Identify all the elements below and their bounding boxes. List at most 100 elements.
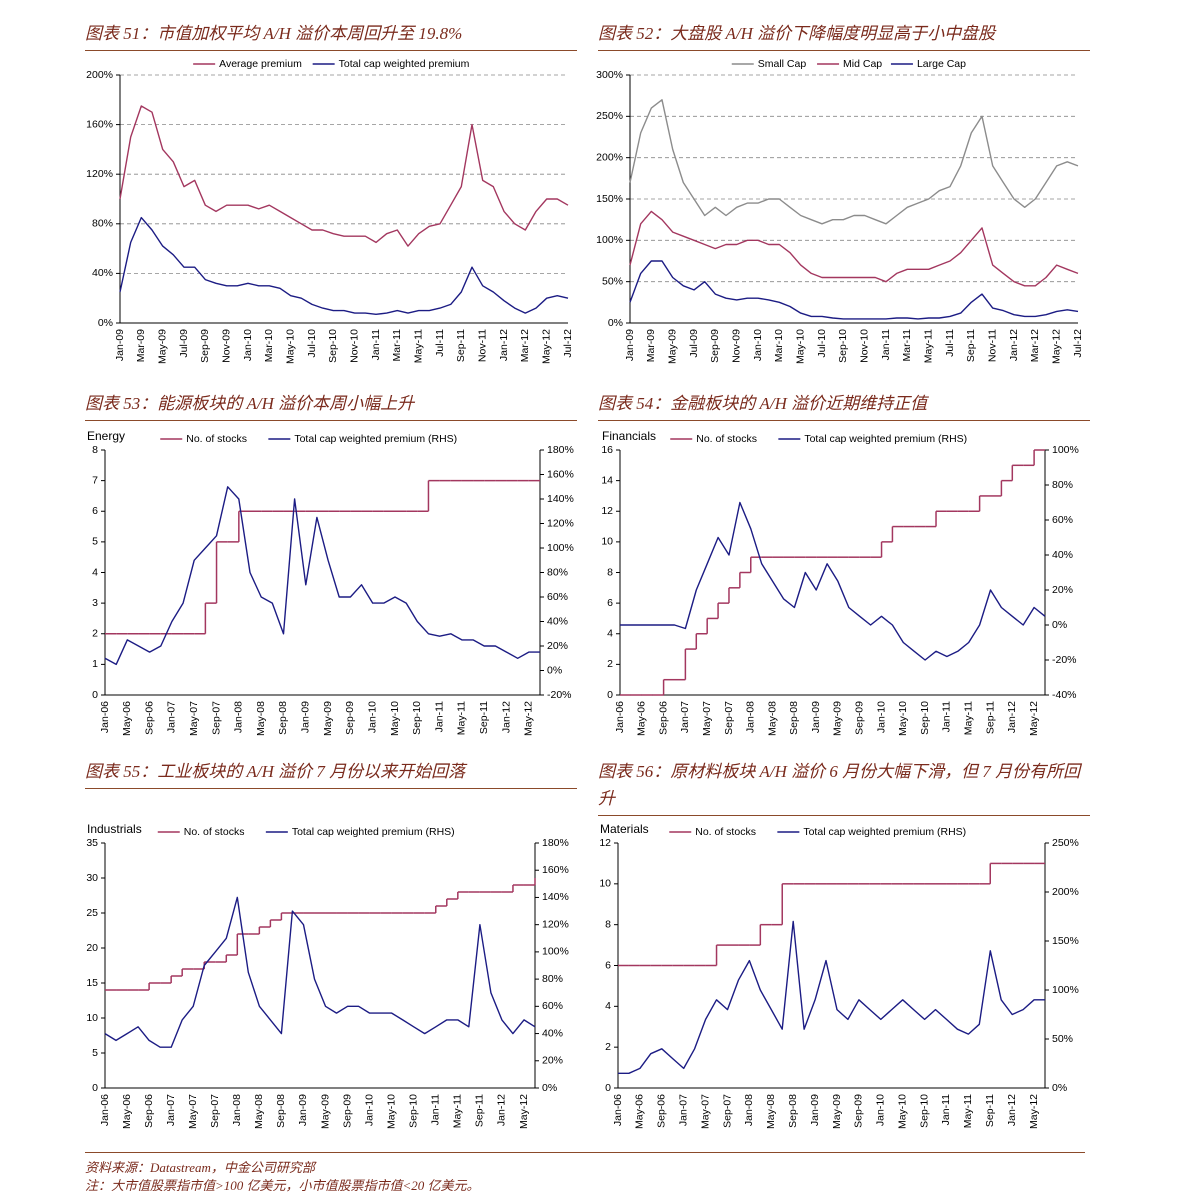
series-line	[620, 501, 1046, 661]
x-tick-label: Sep-11	[455, 329, 467, 362]
y-tick-label: 100%	[596, 234, 623, 246]
x-tick-label: Mar-09	[135, 329, 147, 362]
y-tick-label: 8	[92, 444, 98, 456]
series-line	[104, 486, 540, 666]
x-tick-label: May-07	[188, 701, 200, 736]
x-tick-label: May-09	[322, 701, 334, 736]
y-tick-label: 4	[92, 566, 98, 578]
y2-tick-label: 50%	[1052, 1033, 1073, 1045]
x-tick-label: May-10	[794, 329, 806, 364]
x-tick-label: Mar-11	[901, 329, 913, 362]
y-tick-label: 7	[92, 474, 98, 486]
x-tick-label: Mar-09	[645, 329, 657, 362]
y-tick-label: 6	[605, 959, 611, 971]
x-tick-label: Mar-11	[391, 329, 403, 362]
x-tick-label: May-12	[1028, 701, 1040, 736]
x-tick-label: May-06	[636, 701, 648, 736]
legend-label: Average premium	[219, 58, 302, 70]
y-tick-label: 2	[92, 628, 98, 640]
x-tick-label: May-10	[389, 701, 401, 736]
y-tick-label: 0	[605, 1082, 611, 1094]
x-tick-label: May-11	[962, 1094, 974, 1128]
y2-tick-label: 40%	[547, 615, 568, 627]
x-tick-label: Jan-09	[297, 1094, 309, 1126]
x-tick-label: Nov-11	[986, 329, 998, 362]
series-line	[618, 920, 1045, 1074]
x-tick-label: Jan-08	[231, 1094, 243, 1126]
y2-tick-label: 200%	[1052, 886, 1079, 898]
x-tick-label: Nov-11	[476, 329, 488, 362]
y-tick-label: 80%	[92, 218, 113, 230]
y-tick-label: 0%	[98, 317, 113, 329]
x-tick-label: Jan-11	[433, 701, 445, 732]
y2-tick-label: 80%	[542, 973, 563, 985]
legend-label: Total cap weighted premium (RHS)	[804, 433, 967, 445]
x-tick-label: Jan-10	[875, 1094, 887, 1126]
chart-title: 图表 53：能源板块的 A/H 溢价本周小幅上升	[85, 390, 577, 421]
x-tick-label: May-10	[896, 1094, 908, 1129]
y-tick-label: 300%	[596, 69, 623, 81]
x-tick-label: Sep-11	[474, 1094, 486, 1127]
x-tick-label: May-10	[284, 329, 296, 364]
y-tick-label: 4	[605, 1000, 611, 1012]
x-tick-label: Jul-12	[562, 329, 574, 358]
series-line	[629, 210, 1079, 287]
x-tick-label: May-07	[699, 1094, 711, 1129]
x-tick-label: Sep-06	[143, 701, 155, 735]
y-tick-label: 150%	[596, 193, 623, 205]
y2-tick-label: 120%	[542, 918, 569, 930]
y2-tick-label: 160%	[542, 864, 569, 876]
x-tick-label: May-11	[412, 329, 424, 363]
y-tick-label: 8	[607, 566, 613, 578]
chart-title: 图表 55：工业板块的 A/H 溢价 7 月份以来开始回落	[85, 758, 577, 789]
x-tick-label: Sep-09	[341, 1094, 353, 1128]
x-tick-label: May-07	[187, 1094, 199, 1129]
x-tick-label: Sep-10	[327, 329, 339, 363]
x-tick-label: Jan-11	[941, 701, 953, 732]
y-tick-label: 0%	[608, 317, 623, 329]
x-tick-label: May-09	[831, 1094, 843, 1129]
x-tick-label: Nov-10	[858, 329, 870, 363]
x-tick-label: May-08	[255, 701, 267, 736]
x-tick-label: May-11	[456, 701, 468, 735]
y2-tick-label: 0%	[1052, 1082, 1067, 1094]
x-tick-label: May-08	[765, 1094, 777, 1129]
y2-tick-label: 20%	[547, 640, 568, 652]
legend-label: Large Cap	[917, 58, 966, 70]
x-tick-label: May-08	[253, 1094, 265, 1129]
y2-tick-label: 250%	[1052, 837, 1079, 849]
x-tick-label: Jan-11	[430, 1094, 442, 1125]
y-tick-label: 12	[599, 837, 611, 849]
x-tick-label: Jul-10	[816, 329, 828, 358]
y2-tick-label: 140%	[542, 891, 569, 903]
x-tick-label: Jan-06	[99, 701, 111, 733]
x-tick-label: Sep-08	[275, 1094, 287, 1128]
x-tick-label: Nov-09	[730, 329, 742, 363]
x-tick-label: May-06	[634, 1094, 646, 1129]
y-tick-label: 120%	[86, 168, 113, 180]
x-tick-label: Jan-11	[370, 329, 382, 360]
y-tick-label: 15	[86, 977, 98, 989]
x-tick-label: Jan-11	[940, 1094, 952, 1125]
y-tick-label: 20	[86, 942, 98, 954]
x-tick-label: May-09	[156, 329, 168, 364]
x-tick-label: Jan-09	[810, 701, 822, 733]
y2-tick-label: 0%	[547, 664, 562, 676]
y-tick-label: 0	[92, 689, 98, 701]
y-tick-label: 16	[601, 444, 613, 456]
chart-title: 图表 52：大盘股 A/H 溢价下降幅度明显高于小中盘股	[598, 20, 1090, 51]
x-tick-label: Mar-12	[519, 329, 531, 362]
y-tick-label: 10	[601, 536, 613, 548]
y-tick-label: 25	[86, 907, 98, 919]
y-tick-label: 160%	[86, 118, 113, 130]
y2-tick-label: 0%	[1052, 619, 1067, 631]
x-tick-label: Sep-07	[209, 1094, 221, 1128]
x-tick-label: Jan-06	[99, 1094, 111, 1126]
y2-tick-label: 80%	[1052, 479, 1073, 491]
x-tick-label: May-06	[121, 701, 133, 736]
x-tick-label: Jan-09	[809, 1094, 821, 1126]
y2-tick-label: 100%	[1052, 984, 1079, 996]
y2-tick-label: 120%	[547, 517, 574, 529]
